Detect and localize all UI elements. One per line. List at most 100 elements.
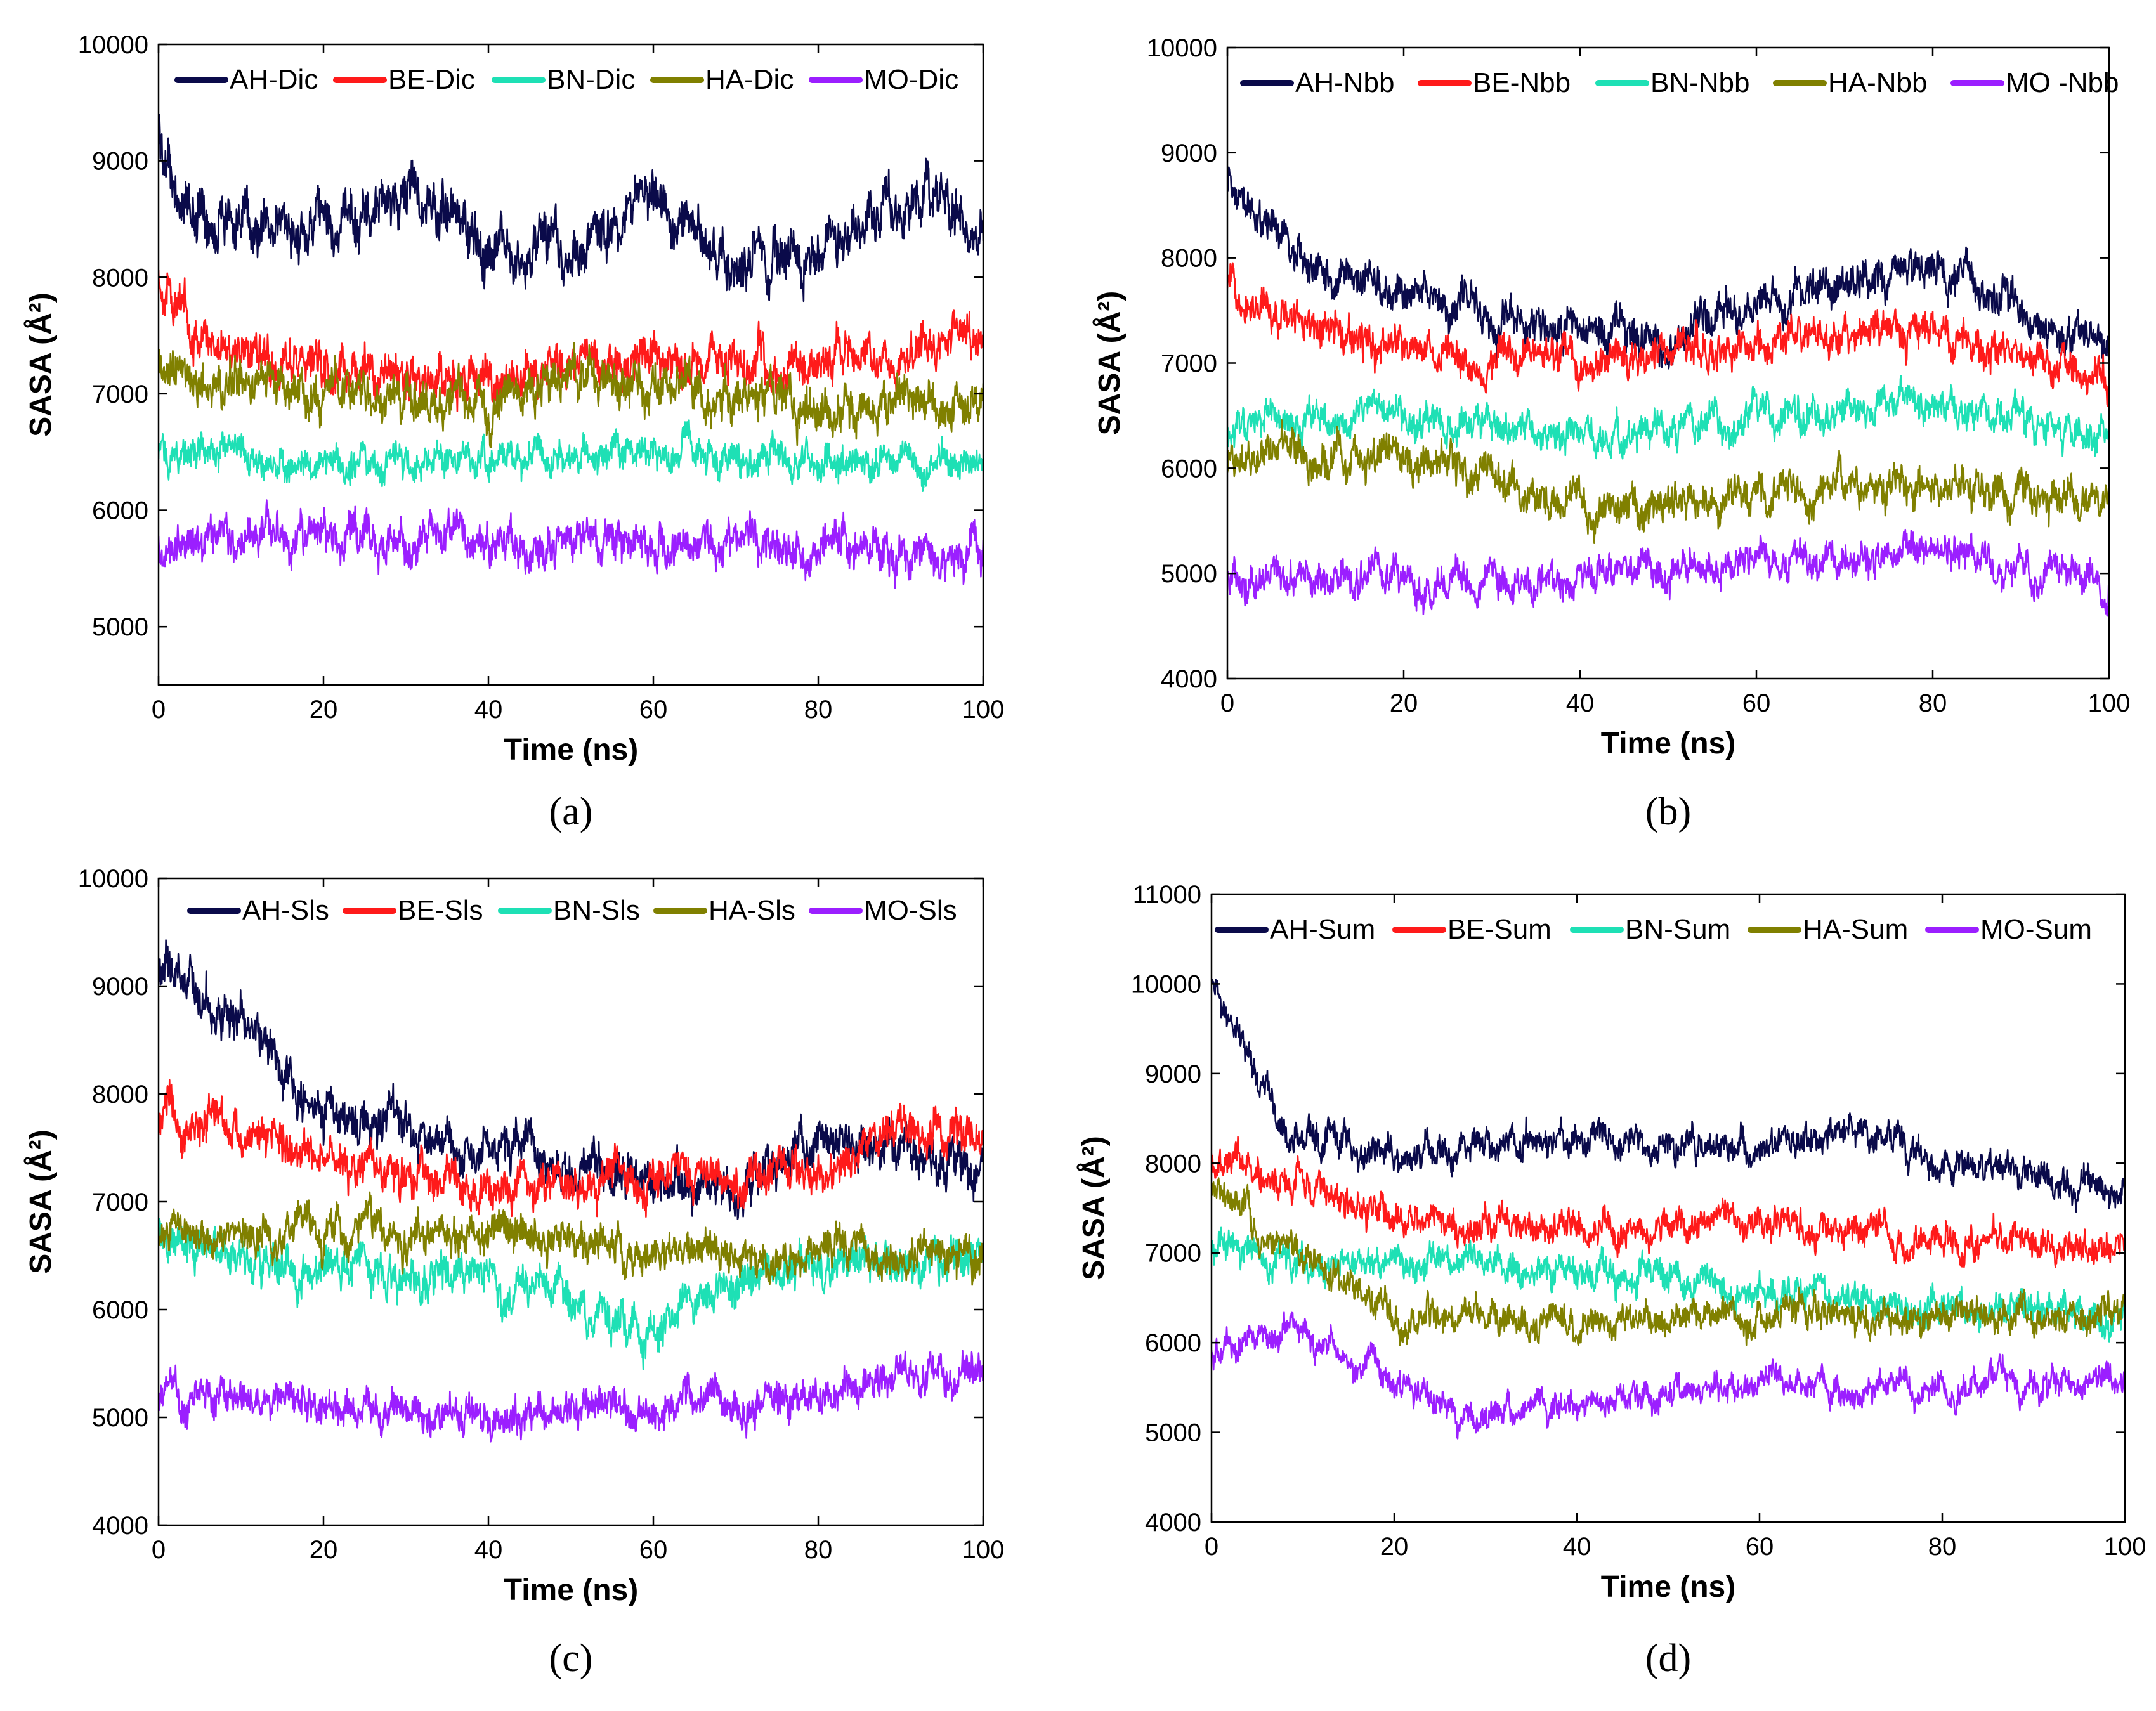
x-tick-label: 40	[1563, 1533, 1591, 1561]
legend-label: MO-Dic	[864, 64, 958, 95]
x-tick-label: 100	[962, 1536, 1005, 1564]
legend-item-ah-nbb: AH-Nbb	[1240, 67, 1395, 98]
y-axis-title: SASA (Å²)	[23, 1129, 58, 1274]
x-tick-label: 80	[804, 1536, 833, 1564]
y-tick-label: 5000	[1145, 1419, 1201, 1447]
y-tick-label: 9000	[1161, 140, 1217, 167]
legend-item-ha-nbb: HA-Nbb	[1773, 67, 1928, 98]
series-line-mo-sum	[1212, 1311, 2125, 1440]
panel-label: (b)	[1645, 790, 1691, 833]
legend-label: HA-Nbb	[1828, 67, 1928, 98]
y-tick-label: 10000	[1147, 34, 1217, 62]
series-group	[159, 114, 983, 589]
series-line-ha-sls	[159, 1191, 983, 1286]
y-tick-label: 8000	[1161, 245, 1217, 273]
y-tick-label: 7000	[92, 381, 148, 408]
x-axis-title: Time (ns)	[504, 733, 638, 767]
x-tick-label: 0	[1220, 689, 1234, 717]
legend-item-bn-sls: BN-Sls	[498, 895, 640, 926]
legend-label: BE-Dic	[388, 64, 475, 95]
legend-label: HA-Sum	[1803, 914, 1908, 945]
panel-c: 0 20 40 60 80 100 4000 5000 6000 7000 8000 9000 1000…	[23, 865, 1004, 1680]
series-line-mo-sls	[159, 1350, 983, 1443]
y-tick-label: 6000	[92, 497, 148, 525]
series-line-be-dic	[159, 270, 983, 412]
legend-item-be-nbb: BE-Nbb	[1418, 67, 1571, 98]
y-tick-label: 10000	[78, 31, 148, 59]
legend-item-be-dic: BE-Dic	[333, 64, 475, 95]
x-tick-label: 100	[962, 696, 1005, 724]
series-line-mo-dic	[159, 499, 983, 589]
x-tick-label: 40	[474, 1536, 503, 1564]
legend-label: AH-Sls	[242, 895, 329, 926]
legend-label: AH-Nbb	[1295, 67, 1395, 98]
plot-frame	[1210, 893, 2126, 1523]
legend-item-ah-sls: AH-Sls	[187, 895, 329, 926]
y-tick-label: 10000	[1131, 970, 1201, 998]
y-axis-title: SASA (Å²)	[23, 292, 58, 437]
x-tick-label: 0	[152, 696, 166, 724]
panel-d: 0 20 40 60 80 100 4000 5000 6000 7000 8000 9000 1000…	[1076, 881, 2146, 1680]
x-tick-label: 20	[310, 696, 338, 724]
y-tick-label: 8000	[92, 264, 148, 292]
series-group	[1227, 166, 2109, 617]
panel-b: 0 20 40 60 80 100 4000 5000 6000 7000 8000 9000 1000…	[1092, 34, 2130, 833]
x-tick-label: 100	[2088, 689, 2131, 717]
series-group	[159, 939, 983, 1443]
x-tick-label: 60	[1742, 689, 1771, 717]
x-tick-label: 60	[639, 696, 668, 724]
y-tick-label: 6000	[1145, 1329, 1201, 1357]
x-axis-title: Time (ns)	[504, 1573, 638, 1607]
y-tick-label: 9000	[92, 973, 148, 1001]
legend-item-bn-nbb: BN-Nbb	[1595, 67, 1750, 98]
series-line-ha-nbb	[1227, 419, 2109, 544]
series-group	[1212, 979, 2125, 1440]
y-tick-label: 7000	[92, 1188, 148, 1216]
x-tick-label: 40	[1566, 689, 1595, 717]
legend-item-ha-dic: HA-Dic	[650, 64, 794, 95]
y-axis-title: SASA (Å²)	[1076, 1136, 1111, 1280]
y-tick-label: 4000	[1145, 1509, 1201, 1537]
x-axis-title: Time (ns)	[1601, 727, 1735, 760]
series-line-ha-sum	[1212, 1177, 2125, 1346]
series-line-ah-nbb	[1227, 166, 2109, 370]
legend-label: HA-Sls	[709, 895, 795, 926]
legend-item-ha-sum: HA-Sum	[1748, 914, 1908, 945]
legend-label: BN-Dic	[547, 64, 635, 95]
legend-item-mo-nbb: MO -Nbb	[1950, 67, 2119, 98]
legend-label: AH-Sum	[1270, 914, 1375, 945]
x-tick-label: 60	[639, 1536, 668, 1564]
legend-label: AH-Dic	[230, 64, 318, 95]
legend-label: BN-Sum	[1625, 914, 1730, 945]
y-tick-label: 6000	[1161, 455, 1217, 483]
y-tick-label: 4000	[1161, 665, 1217, 693]
y-tick-label: 8000	[92, 1081, 148, 1109]
legend-item-ah-sum: AH-Sum	[1215, 914, 1375, 945]
plot-frame	[157, 877, 984, 1526]
y-tick-label: 7000	[1145, 1240, 1201, 1268]
series-line-be-sum	[1212, 1136, 2125, 1268]
legend-label: BE-Sls	[398, 895, 483, 926]
legend-item-bn-dic: BN-Dic	[492, 64, 635, 95]
legend-item-mo-sum: MO-Sum	[1925, 914, 2092, 945]
legend-item-ha-sls: HA-Sls	[653, 895, 795, 926]
y-tick-label: 5000	[92, 1404, 148, 1432]
legend-label: BE-Nbb	[1473, 67, 1571, 98]
y-tick-label: 11000	[1133, 881, 1201, 909]
panel-label: (d)	[1645, 1637, 1691, 1680]
legend-label: BE-Sum	[1447, 914, 1552, 945]
legend-item-bn-sum: BN-Sum	[1570, 914, 1730, 945]
series-line-bn-nbb	[1227, 375, 2109, 460]
y-tick-label: 5000	[1161, 560, 1217, 588]
legend-label: MO-Sls	[864, 895, 957, 926]
panel-label: (c)	[549, 1637, 593, 1680]
series-line-ah-dic	[159, 114, 983, 303]
y-tick-label: 10000	[78, 865, 148, 893]
legend-item-be-sls: BE-Sls	[343, 895, 483, 926]
x-tick-label: 60	[1746, 1533, 1774, 1561]
y-tick-label: 9000	[1145, 1060, 1201, 1088]
series-line-ah-sum	[1212, 979, 2125, 1213]
legend-label: BN-Sls	[553, 895, 640, 926]
x-axis-title: Time (ns)	[1601, 1570, 1735, 1604]
x-tick-label: 20	[1380, 1533, 1409, 1561]
